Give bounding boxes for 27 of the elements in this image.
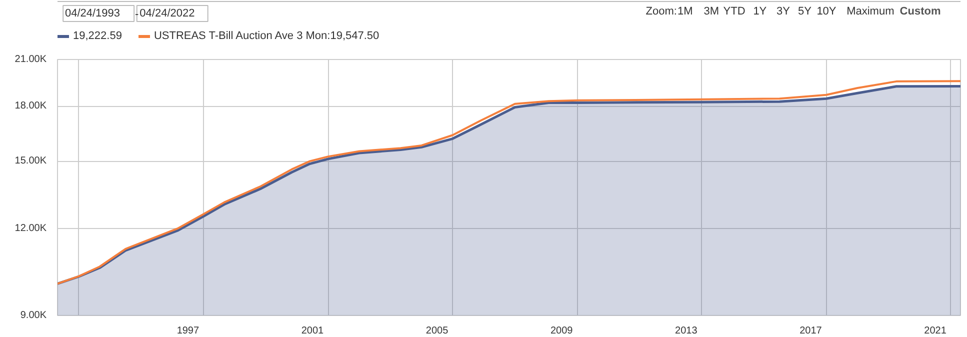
text: 5Y [798,6,812,18]
x-tick-label: 2009 [550,326,574,336]
text: 1M [678,6,693,18]
text: 04/24/1993 [64,8,120,20]
y-tick-label: 15.00K [14,156,47,167]
y-tick-label: 18.00K [14,100,47,112]
x-tick-label: 2001 [301,326,324,336]
text: 04/24/2022 [140,8,195,20]
y-tick-label: 21.00K [14,54,47,65]
y-tick-label: 12.00K [14,223,47,234]
x-tick-label: 2013 [675,326,698,336]
text: Maximum [846,6,894,18]
x-tick-label: 1997 [176,326,200,336]
text: Custom [900,6,941,18]
y-tick-label: 9.00K [20,310,47,321]
legend-label: USTREAS T-Bill Auction Ave 3 Mon:19,547.50 [154,30,380,42]
x-tick-label: 2017 [800,326,822,336]
text: - [135,8,140,20]
text: 1Y [753,6,768,18]
text: 3Y [776,6,791,18]
x-tick-label: 2021 [924,326,947,336]
text: Zoom: [646,6,677,18]
x-tick-label: 2005 [426,326,449,336]
text: 3M [704,6,719,18]
text: 19,222.59 [73,30,122,42]
text: 10Y [816,6,837,18]
text: YTD [723,6,746,18]
